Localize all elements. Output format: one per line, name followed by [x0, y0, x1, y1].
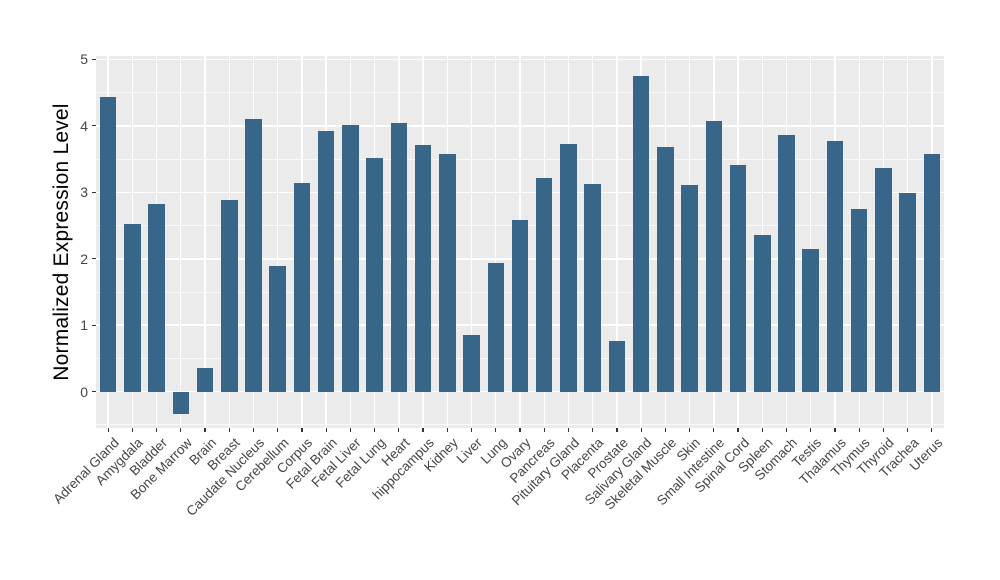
x-tick-mark [689, 428, 691, 432]
y-tick-mark [92, 191, 96, 193]
x-tick-mark [592, 428, 594, 432]
y-tick-label: 1 [80, 317, 88, 334]
x-tick-mark [907, 428, 909, 432]
x-tick-mark [519, 428, 521, 432]
bar-adrenal-gland [99, 96, 117, 392]
bar-thyroid [875, 167, 892, 392]
bar-placenta [584, 184, 601, 392]
bar-bone-marrow [172, 391, 190, 414]
y-tick-mark [92, 258, 96, 260]
x-tick-label-text: Liver [453, 435, 486, 467]
bar-hippocampus [414, 145, 432, 392]
vertical-gridline [204, 56, 206, 428]
x-tick-mark [834, 428, 836, 432]
x-tick-mark [107, 428, 109, 432]
bar-lung [487, 263, 505, 392]
bar-brain [196, 367, 214, 392]
x-tick-mark [228, 428, 230, 432]
x-tick-mark [858, 428, 860, 432]
x-tick-mark [398, 428, 400, 432]
bar-spleen [754, 234, 771, 392]
bar-bladder [148, 204, 165, 392]
y-tick-label: 3 [80, 184, 88, 201]
bar-spinal-cord [729, 165, 747, 392]
bar-breast [221, 200, 238, 392]
bar-pituitary-gland [560, 143, 577, 392]
major-gridline [96, 125, 944, 127]
bar-uterus [923, 154, 941, 392]
bar-ovary [511, 220, 529, 392]
y-tick-label: 2 [80, 250, 88, 267]
bar-stomach [778, 134, 795, 392]
x-tick-mark [713, 428, 715, 432]
bar-pancreas [535, 177, 553, 392]
vertical-gridline [180, 56, 182, 428]
x-tick-mark [277, 428, 279, 432]
x-tick-mark [931, 428, 933, 432]
x-tick-mark [349, 428, 351, 432]
y-tick-mark [92, 58, 96, 61]
x-tick-mark [470, 428, 473, 432]
x-tick-mark [301, 428, 303, 432]
bar-salivary-gland [632, 76, 650, 392]
bar-amygdala [124, 224, 141, 392]
x-tick-mark [495, 428, 497, 432]
y-tick-label: 5 [80, 51, 88, 68]
vertical-gridline [277, 56, 279, 428]
x-tick-mark [131, 428, 133, 432]
major-gridline [96, 390, 944, 393]
minor-gridline [96, 158, 944, 160]
x-tick-mark [204, 428, 206, 432]
x-tick-mark [882, 428, 885, 432]
x-tick-mark [180, 428, 182, 432]
x-tick-mark [422, 428, 424, 432]
x-tick-mark [737, 428, 739, 432]
x-tick-mark [640, 428, 642, 432]
bar-fetal-liver [342, 124, 359, 392]
bar-thymus [850, 208, 868, 392]
vertical-gridline [616, 56, 618, 428]
vertical-gridline [495, 56, 497, 428]
x-tick-mark [616, 428, 618, 432]
y-tick-mark [92, 324, 96, 326]
minor-gridline [96, 92, 944, 94]
bar-skeletal-muscle [657, 147, 674, 392]
x-tick-mark [543, 428, 545, 432]
x-tick-mark [374, 428, 376, 432]
vertical-gridline [470, 56, 473, 428]
x-tick-mark [567, 428, 570, 432]
vertical-gridline [810, 56, 812, 428]
y-tick-mark [92, 391, 96, 393]
x-tick-mark [446, 428, 448, 432]
x-tick-mark [664, 428, 666, 432]
bar-kidney [439, 154, 456, 392]
bar-small-intestine [705, 121, 723, 392]
bar-liver [463, 335, 480, 392]
bar-skin [681, 185, 698, 392]
bar-fetal-lung [366, 157, 383, 392]
x-tick-mark [785, 428, 788, 432]
bar-corpus [293, 183, 311, 392]
bar-cerebellum [269, 266, 286, 392]
major-gridline [96, 191, 944, 194]
y-tick-label: 0 [80, 383, 88, 400]
bar-testis [802, 249, 819, 392]
bar-trachea [899, 193, 916, 392]
x-tick-mark [155, 428, 158, 432]
y-axis-title: Normalized Expression Level [50, 103, 73, 381]
x-tick-mark [325, 428, 327, 432]
y-tick-label: 4 [80, 117, 88, 134]
bar-caudate-nucleus [245, 119, 262, 392]
bar-thalamus [826, 141, 844, 392]
bar-prostate [608, 341, 626, 392]
bar-fetal-brain [317, 131, 335, 392]
major-gridline [96, 58, 944, 61]
x-tick-mark [761, 428, 763, 432]
x-tick-mark [252, 428, 255, 432]
x-tick-mark [810, 428, 812, 432]
minor-gridline [96, 424, 944, 426]
y-tick-mark [92, 125, 96, 127]
bar-heart [390, 122, 408, 392]
